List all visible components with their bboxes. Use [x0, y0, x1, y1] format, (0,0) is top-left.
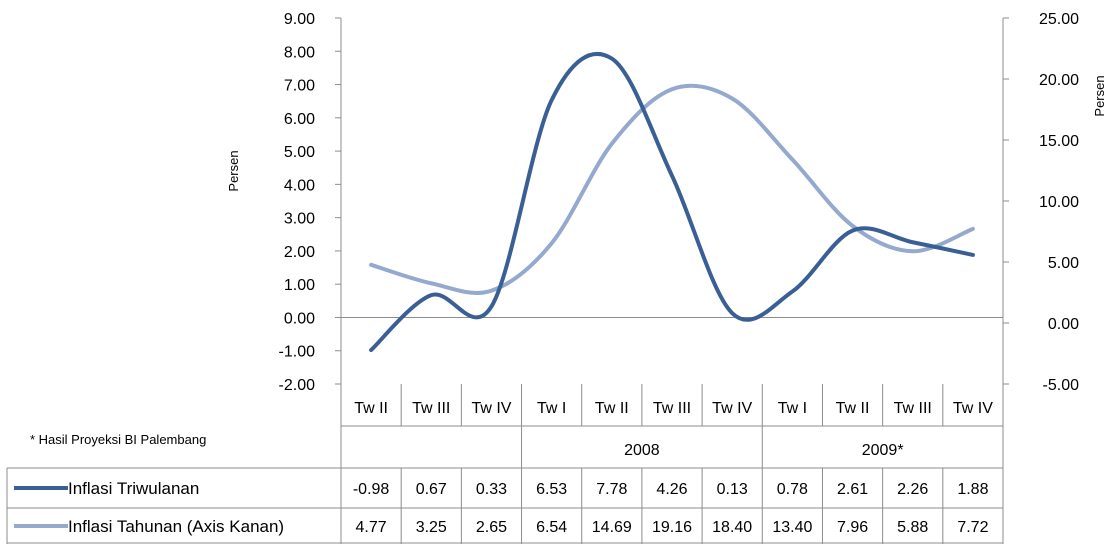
right-tick-label: 15.00 — [1039, 133, 1079, 150]
series-lines — [369, 52, 975, 353]
data-label: 2.26 — [897, 481, 928, 498]
chart-frame — [340, 18, 1004, 384]
data-label: 14.69 — [592, 519, 632, 536]
left-tick-label: 0.00 — [284, 310, 315, 327]
data-table: Tw II Tw III Tw IV Tw I Tw II Tw III Tw IV Tw I… — [6, 384, 1004, 544]
category-label: Tw III — [894, 400, 932, 417]
data-label: 4.26 — [656, 481, 687, 498]
right-tick-label: 0.00 — [1048, 316, 1079, 333]
data-label: 7.96 — [837, 519, 868, 536]
data-label: 4.77 — [356, 519, 387, 536]
right-tick-label: 10.00 — [1039, 194, 1079, 211]
year-group-label: 2009* — [862, 442, 904, 459]
data-label: 18.40 — [712, 519, 752, 536]
footnote: * Hasil Proyeksi BI Palembang — [30, 432, 206, 447]
category-label: Tw I — [537, 400, 566, 417]
data-label: 3.25 — [416, 519, 447, 536]
left-tick-label: 6.00 — [284, 111, 315, 128]
data-label: 19.16 — [652, 519, 692, 536]
data-label: 0.33 — [476, 481, 507, 498]
right-tick-label: 5.00 — [1048, 255, 1079, 272]
category-label: Tw I — [778, 400, 807, 417]
category-label: Tw IV — [712, 400, 752, 417]
left-tick-label: 7.00 — [284, 78, 315, 95]
category-label: Tw II — [836, 400, 870, 417]
data-label: 7.78 — [596, 481, 627, 498]
left-axis-label: Persen — [226, 150, 241, 191]
year-group-label: 2008 — [624, 442, 660, 459]
data-label: 1.88 — [957, 481, 988, 498]
data-label: 7.72 — [957, 519, 988, 536]
data-label: 5.88 — [897, 519, 928, 536]
category-label: Tw II — [354, 400, 388, 417]
left-tick-label: 4.00 — [284, 177, 315, 194]
right-tick-label: -5.00 — [1043, 377, 1080, 394]
left-tick-label: -1.00 — [279, 344, 316, 361]
data-label: 6.53 — [536, 481, 567, 498]
data-label: 2.61 — [837, 481, 868, 498]
data-label: 13.40 — [772, 519, 812, 536]
right-tick-label: 25.00 — [1039, 11, 1079, 28]
category-label: Tw III — [412, 400, 450, 417]
left-axis-ticks: 9.00 8.00 7.00 6.00 5.00 4.00 3.00 2.00 1.00 0.00… — [279, 11, 341, 394]
data-label: 0.78 — [777, 481, 808, 498]
left-tick-label: 3.00 — [284, 211, 315, 228]
series-line-triwulanan — [369, 52, 975, 353]
category-label: Tw II — [595, 400, 629, 417]
data-label: 6.54 — [536, 519, 567, 536]
left-tick-label: 1.00 — [284, 277, 315, 294]
left-tick-label: 9.00 — [284, 11, 315, 28]
left-tick-label: 2.00 — [284, 244, 315, 261]
data-label: 2.65 — [476, 519, 507, 536]
data-label: 0.13 — [717, 481, 748, 498]
right-axis-label: Persen — [1092, 75, 1107, 116]
series-line-tahunan — [369, 83, 975, 295]
left-tick-label: 5.00 — [284, 144, 315, 161]
data-label: 0.67 — [416, 481, 447, 498]
legend-label: Inflasi Triwulanan — [68, 479, 199, 498]
category-label: Tw IV — [953, 400, 993, 417]
left-tick-label: 8.00 — [284, 44, 315, 61]
data-label: -0.98 — [353, 481, 390, 498]
legend-label: Inflasi Tahunan (Axis Kanan) — [68, 517, 284, 536]
category-label: Tw IV — [471, 400, 511, 417]
category-label: Tw III — [653, 400, 691, 417]
right-tick-label: 20.00 — [1039, 72, 1079, 89]
right-axis-ticks: 25.00 20.00 15.00 10.00 5.00 0.00 -5.00 — [1003, 11, 1079, 394]
left-tick-label: -2.00 — [279, 377, 316, 394]
